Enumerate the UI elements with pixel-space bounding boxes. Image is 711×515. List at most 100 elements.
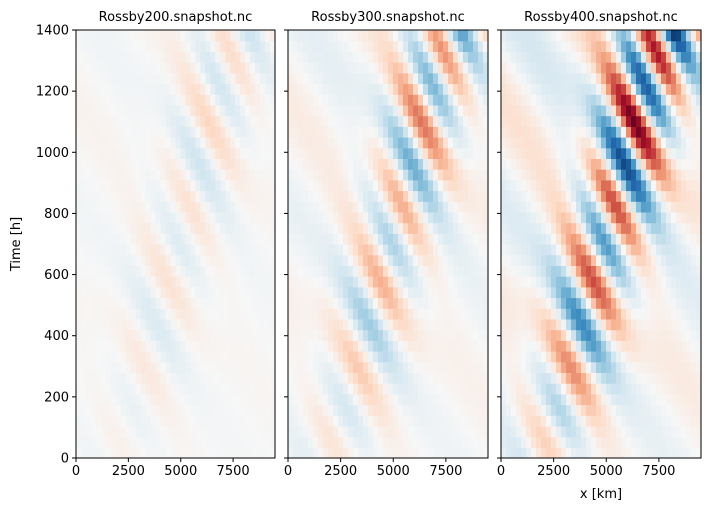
heatmap-cell <box>80 447 87 459</box>
heatmap-cell <box>646 190 652 202</box>
heatmap-cell <box>333 51 339 63</box>
heatmap-cell <box>501 83 507 95</box>
heatmap-cell <box>260 297 266 309</box>
heatmap-cell <box>373 51 379 63</box>
heatmap-cell <box>343 72 349 85</box>
heatmap-cell <box>270 393 276 406</box>
heatmap-cell <box>343 447 349 459</box>
heatmap-cell <box>170 393 177 406</box>
heatmap-cell <box>130 254 137 266</box>
heatmap-cell <box>298 30 304 42</box>
heatmap-cell <box>531 158 537 170</box>
heatmap-cell <box>443 425 449 438</box>
heatmap-cell <box>526 190 532 202</box>
heatmap-cell <box>328 254 334 266</box>
heatmap-cell <box>265 201 271 213</box>
heatmap-cell <box>551 415 557 427</box>
heatmap-cell <box>413 425 419 438</box>
heatmap-cell <box>270 147 276 159</box>
heatmap-cell <box>76 30 82 42</box>
heatmap-cell <box>611 436 617 448</box>
heatmap-cell <box>255 62 261 74</box>
heatmap-cell <box>265 179 271 192</box>
heatmap-cell <box>358 126 364 138</box>
heatmap-cell <box>581 115 587 127</box>
heatmap-cell <box>571 72 577 85</box>
heatmap-cell <box>358 372 364 384</box>
heatmap-cell <box>85 276 92 288</box>
heatmap-cell <box>463 244 469 256</box>
heatmap-cell <box>363 308 369 320</box>
heatmap-cell <box>215 244 221 256</box>
heatmap-cell <box>210 383 216 395</box>
heatmap-cell <box>195 244 201 256</box>
heatmap-cell <box>160 62 167 74</box>
heatmap-cell <box>398 297 404 309</box>
heatmap-cell <box>270 318 276 331</box>
heatmap-cell <box>338 72 344 85</box>
heatmap-cell <box>393 340 399 352</box>
heatmap-cell <box>438 254 444 266</box>
heatmap-cell <box>240 158 246 170</box>
heatmap-cell <box>145 126 152 138</box>
heatmap-cell <box>591 351 597 363</box>
heatmap-cell <box>468 425 474 438</box>
heatmap-cell <box>298 244 304 256</box>
heatmap-cell <box>408 393 414 406</box>
heatmap-cell <box>240 126 246 138</box>
heatmap-cell <box>333 222 339 234</box>
heatmap-cell <box>438 158 444 170</box>
heatmap-cell <box>265 233 271 245</box>
heatmap-cell <box>135 233 142 245</box>
heatmap-cell <box>210 425 216 438</box>
heatmap-cell <box>225 147 231 159</box>
heatmap-cell <box>225 447 231 459</box>
heatmap-cell <box>581 265 587 277</box>
heatmap-cell <box>418 308 424 320</box>
heatmap-cell <box>571 265 577 277</box>
heatmap-cell <box>318 233 324 245</box>
heatmap-cell <box>160 297 167 309</box>
heatmap-cell <box>651 318 657 331</box>
heatmap-cell <box>200 94 206 106</box>
heatmap-cell <box>338 94 344 106</box>
heatmap-cell <box>516 158 522 170</box>
heatmap-cell <box>458 51 464 63</box>
heatmap-cell <box>418 104 424 117</box>
heatmap-cell <box>621 361 627 373</box>
heatmap-cell <box>403 62 409 74</box>
heatmap-cell <box>418 436 424 448</box>
heatmap-cell <box>536 351 542 363</box>
heatmap-cell <box>215 308 221 320</box>
heatmap-cell <box>636 40 642 52</box>
heatmap-cell <box>155 404 162 416</box>
heatmap-cell <box>318 179 324 192</box>
x-tick-label: 0 <box>497 464 505 479</box>
heatmap-cell <box>641 201 647 213</box>
heatmap-cell <box>556 436 562 448</box>
heatmap-cell <box>596 179 602 192</box>
heatmap-cell <box>506 361 512 373</box>
heatmap-cell <box>418 233 424 245</box>
heatmap-cell <box>473 318 479 331</box>
heatmap-cell <box>611 147 617 159</box>
heatmap-cell <box>270 415 276 427</box>
heatmap-cell <box>478 254 484 266</box>
heatmap-cell <box>506 383 512 395</box>
heatmap-cell <box>536 179 542 192</box>
heatmap-cell <box>571 318 577 331</box>
heatmap-cell <box>110 361 117 373</box>
heatmap-cell <box>556 147 562 159</box>
heatmap-cell <box>150 329 157 341</box>
heatmap-cell <box>478 297 484 309</box>
heatmap-cell <box>566 318 572 331</box>
heatmap-cell <box>200 329 206 341</box>
heatmap-cell <box>483 201 489 213</box>
heatmap-cell <box>235 297 241 309</box>
heatmap-cell <box>293 72 299 85</box>
heatmap-cell <box>155 104 162 117</box>
heatmap-cell <box>531 222 537 234</box>
heatmap-cell <box>90 83 97 95</box>
heatmap-cell <box>556 425 562 438</box>
